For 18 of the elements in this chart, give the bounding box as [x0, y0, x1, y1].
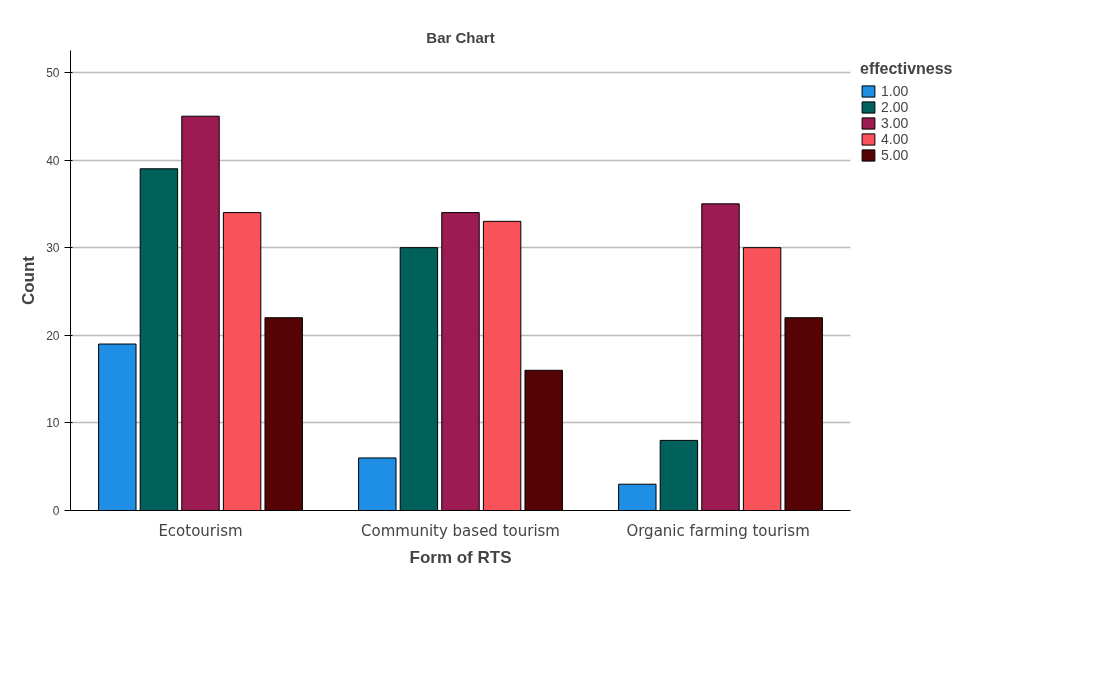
x-axis-title: Form of RTS: [409, 547, 512, 567]
y-tick-label: 40: [46, 153, 60, 168]
chart-title: Bar Chart: [426, 28, 495, 46]
y-tick-label: 0: [52, 504, 60, 518]
y-tick-label: 30: [46, 241, 60, 256]
legend-title: effectivness: [860, 60, 953, 78]
y-tick-label: 50: [46, 65, 60, 80]
legend-label: 4.00: [881, 131, 909, 147]
y-tick-label: 20: [46, 328, 60, 343]
y-tick-label: 10: [46, 416, 60, 431]
x-tick-label: Community based tourism: [361, 521, 560, 540]
legend-label: 1.00: [881, 83, 909, 99]
legend-label: 2.00: [881, 99, 909, 115]
x-tick-label: Ecotourism: [158, 521, 243, 540]
y-axis-title: Count: [19, 255, 39, 306]
legend-label: 3.00: [881, 115, 909, 131]
legend-label: 5.00: [881, 147, 909, 163]
x-tick-label: Organic farming tourism: [626, 521, 810, 540]
